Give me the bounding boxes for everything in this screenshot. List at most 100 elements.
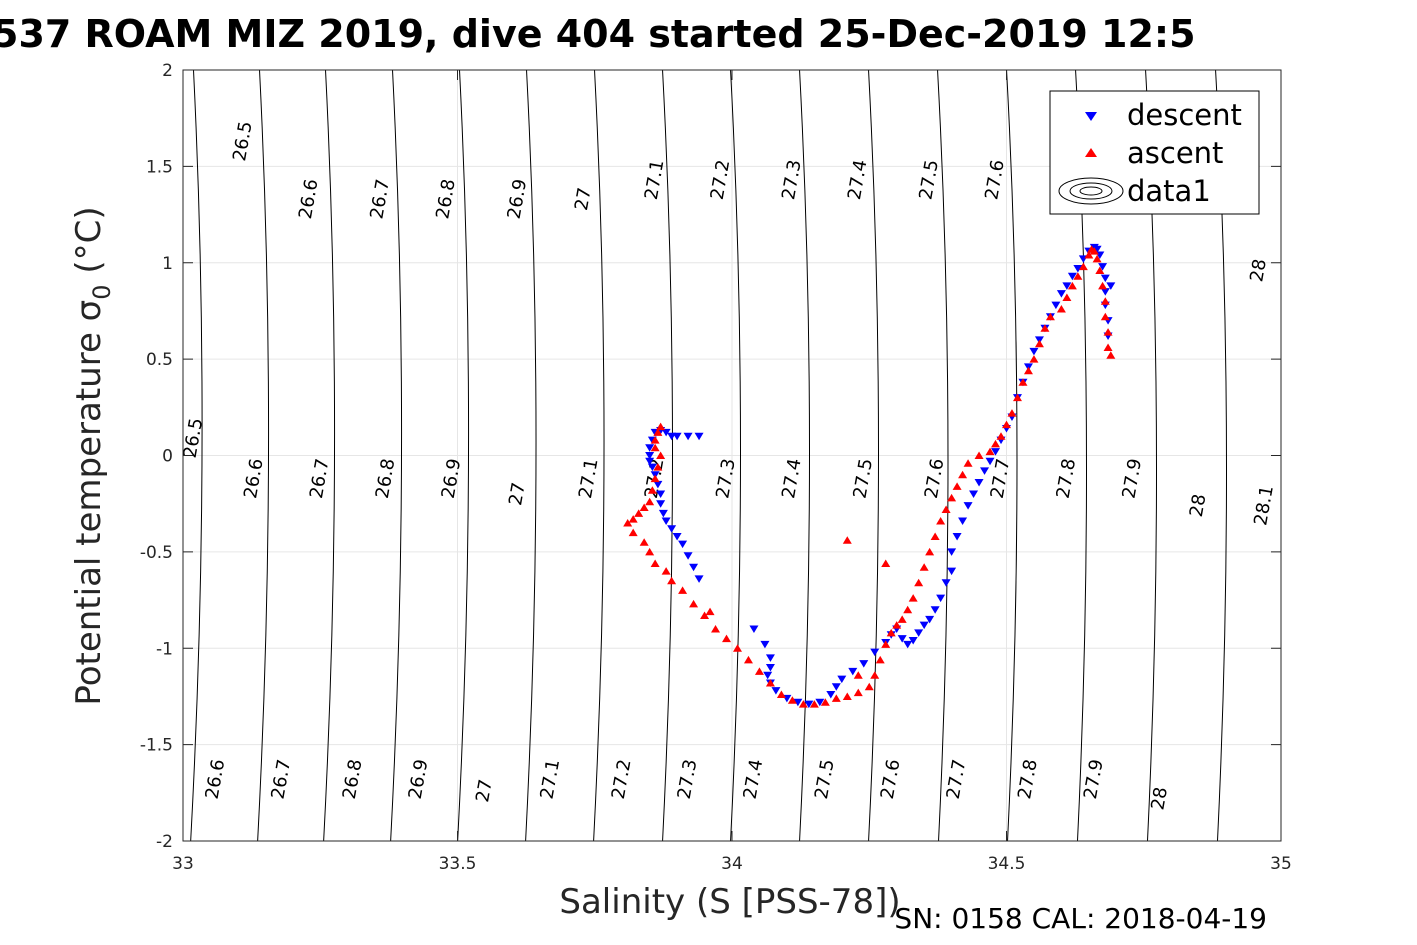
descent-point: [1106, 282, 1116, 290]
ascent-point: [1056, 305, 1066, 313]
isopycnal-line: [937, 70, 949, 841]
descent-point: [1056, 290, 1066, 298]
descent-point: [903, 640, 913, 649]
ascent-point: [678, 586, 688, 594]
ascent-point: [754, 667, 764, 675]
legend-ascent-label: ascent: [1127, 136, 1223, 170]
contour-label: 28: [1246, 257, 1271, 283]
y-tick-label: 2: [162, 61, 173, 81]
isopycnal-line: [868, 70, 880, 841]
ascent-point: [1067, 281, 1077, 290]
ascent-point: [820, 698, 830, 706]
ascent-point: [623, 518, 633, 527]
descent-point: [1029, 347, 1039, 356]
ascent-point: [661, 567, 671, 575]
ascent-point: [650, 474, 660, 483]
ascent-point: [903, 605, 913, 614]
ascent-point: [853, 671, 863, 679]
ascent-point: [930, 532, 940, 540]
descent-point: [645, 444, 655, 452]
ascent-point: [634, 509, 644, 517]
descent-point: [804, 700, 814, 709]
ascent-point: [656, 451, 666, 459]
ascent-point: [787, 696, 797, 704]
descent-point: [991, 448, 1001, 456]
ascent-point: [650, 559, 660, 567]
y-axis-label-subscript: 0: [88, 284, 116, 299]
ascent-point: [1078, 262, 1088, 271]
descent-point: [645, 457, 655, 466]
descent-point: [1100, 274, 1110, 283]
ascent-point: [870, 671, 880, 679]
ascent-point: [842, 536, 852, 544]
legend-ascent-marker: [1085, 148, 1097, 157]
isopycnal-line: [457, 70, 470, 841]
y-axis-label-symbol: σ: [69, 300, 109, 322]
ascent-point: [1007, 409, 1017, 417]
ascent-point: [1062, 293, 1072, 301]
descent-point: [765, 664, 775, 672]
descent-point: [683, 552, 693, 560]
ascent-point: [958, 470, 968, 479]
ascent-point: [1018, 378, 1028, 386]
x-tick-label: 34.5: [988, 854, 1026, 874]
x-tick-label: 33.5: [439, 854, 477, 874]
ascent-point: [1089, 247, 1099, 255]
descent-point: [647, 463, 657, 472]
descent-point: [980, 467, 990, 475]
descent-point: [661, 428, 671, 437]
descent-point: [1073, 265, 1083, 273]
isopycnal-line: [593, 70, 605, 841]
descent-point: [908, 637, 918, 645]
contour-label: 28: [1147, 785, 1172, 811]
descent-point: [963, 502, 973, 510]
ascent-point: [639, 538, 649, 546]
y-tick-label: 0.5: [146, 350, 173, 370]
descent-point: [941, 579, 951, 587]
descent-point: [683, 432, 693, 441]
descent-point: [952, 532, 962, 541]
ascent-point: [653, 428, 663, 436]
descent-point: [653, 480, 663, 489]
descent-point: [974, 478, 984, 487]
descent-point: [859, 660, 869, 668]
x-axis-ticks: 33 33.5 34 34.5 35: [172, 70, 1292, 874]
descent-point: [793, 698, 803, 707]
ascent-point: [881, 640, 891, 648]
x-tick-label: 34: [721, 854, 743, 874]
ascent-point: [1100, 312, 1110, 321]
ascent-point: [1002, 420, 1011, 429]
ascent-point: [1040, 324, 1050, 332]
ascent-point: [1092, 254, 1102, 263]
calibration-footer: SN: 0158 CAL: 2018-04-19: [894, 902, 1267, 935]
ascent-point: [886, 628, 896, 637]
ascent-point: [1045, 312, 1055, 321]
ascent-point: [908, 594, 918, 602]
ascent-point: [892, 621, 902, 629]
ascent-point: [656, 422, 666, 431]
descent-point: [694, 432, 704, 441]
ascent-point: [732, 644, 742, 652]
ascent-point: [864, 682, 874, 691]
descent-point: [848, 667, 858, 676]
ascent-point: [947, 493, 957, 502]
legend-box: [1049, 90, 1260, 215]
descent-point: [919, 621, 929, 630]
legend: descent ascent data1: [1049, 90, 1260, 215]
y-axis-ticks: -2 -1.5 -1 -0.5 0 0.5 1 1.5 2: [140, 61, 1281, 852]
ascent-point: [897, 615, 907, 623]
descent-point: [815, 698, 825, 707]
descent-point: [667, 432, 677, 441]
contour-label: 28: [1186, 492, 1211, 518]
ascent-point: [650, 436, 660, 444]
ascent-point: [963, 459, 973, 467]
descent-point: [947, 548, 957, 556]
descent-point: [765, 654, 775, 662]
y-tick-label: 1: [162, 254, 173, 274]
ascent-point: [639, 503, 649, 512]
legend-descent-label: descent: [1127, 98, 1242, 132]
ascent-point: [798, 700, 808, 708]
ascent-point: [653, 463, 663, 471]
contour-label: 27: [505, 481, 530, 507]
